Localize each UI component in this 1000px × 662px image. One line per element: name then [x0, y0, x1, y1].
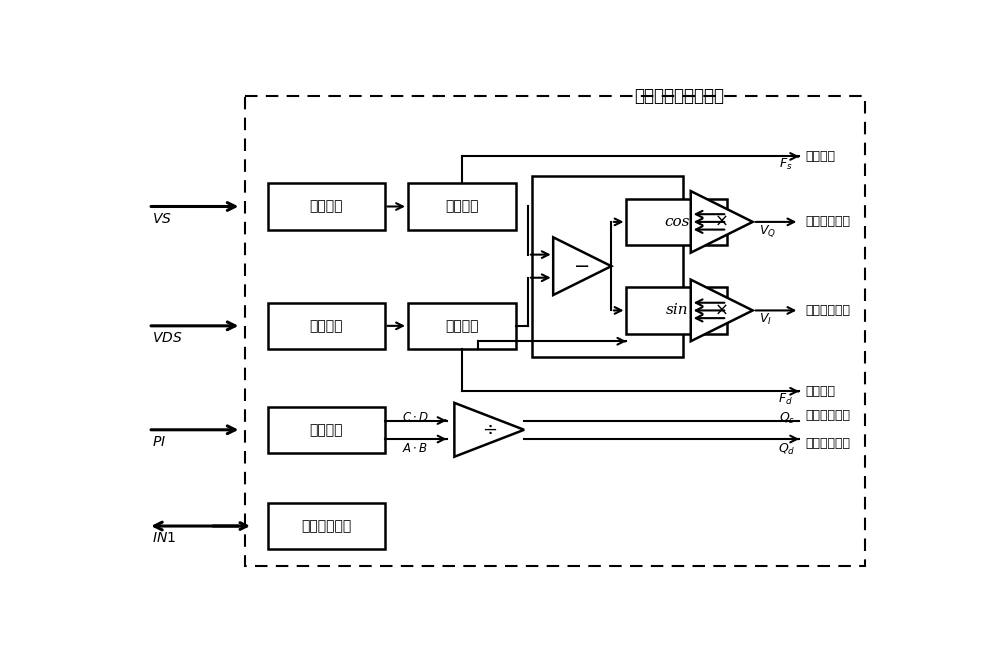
Text: $A \cdot B$: $A \cdot B$ — [402, 442, 429, 455]
Bar — [626, 199, 727, 245]
Text: $Q_d$: $Q_d$ — [778, 442, 795, 457]
Text: ÷: ÷ — [482, 421, 497, 439]
Text: 模式控制电平: 模式控制电平 — [301, 519, 352, 533]
Text: $C \cdot D$: $C \cdot D$ — [402, 411, 429, 424]
Text: 单频测量: 单频测量 — [445, 199, 479, 213]
Text: 直流滤波: 直流滤波 — [310, 423, 343, 437]
Text: $PI$: $PI$ — [152, 435, 166, 449]
Bar — [268, 503, 385, 549]
Polygon shape — [454, 403, 524, 457]
Text: $Q_s$: $Q_s$ — [779, 410, 795, 426]
Text: −: − — [574, 257, 590, 275]
Text: $F_d$: $F_d$ — [778, 391, 793, 406]
Text: $V_I$: $V_I$ — [759, 312, 772, 327]
Polygon shape — [553, 237, 611, 295]
Text: $VS$: $VS$ — [152, 212, 172, 226]
Bar — [268, 183, 385, 230]
Text: 单频测量: 单频测量 — [445, 319, 479, 333]
Text: $VDS$: $VDS$ — [152, 331, 183, 345]
Text: $V_Q$: $V_Q$ — [759, 223, 776, 239]
Text: 检测频率: 检测频率 — [805, 150, 835, 163]
Polygon shape — [691, 279, 753, 341]
Text: 检测品质因数: 检测品质因数 — [805, 409, 850, 422]
Bar — [626, 287, 727, 334]
Text: cos: cos — [664, 215, 690, 229]
Text: $IN1$: $IN1$ — [152, 532, 176, 545]
Bar — [532, 175, 683, 357]
Bar — [408, 303, 516, 349]
Bar — [268, 303, 385, 349]
Text: ×: × — [715, 213, 729, 231]
Text: 同相耦合误差: 同相耦合误差 — [805, 304, 850, 317]
Text: sin: sin — [665, 303, 688, 318]
Bar — [245, 97, 865, 566]
Bar — [268, 406, 385, 453]
Text: 交流滤波: 交流滤波 — [310, 319, 343, 333]
Text: 驱动频率: 驱动频率 — [805, 385, 835, 398]
Text: 交流滤波: 交流滤波 — [310, 199, 343, 213]
Bar — [408, 183, 516, 230]
Text: 驱动品质因数: 驱动品质因数 — [805, 437, 850, 450]
Text: ×: × — [715, 301, 729, 320]
Polygon shape — [691, 191, 753, 253]
Text: 上位机数据采集程序: 上位机数据采集程序 — [634, 87, 724, 105]
Text: $F_s$: $F_s$ — [779, 157, 793, 171]
Text: 正交耦合误差: 正交耦合误差 — [805, 215, 850, 228]
